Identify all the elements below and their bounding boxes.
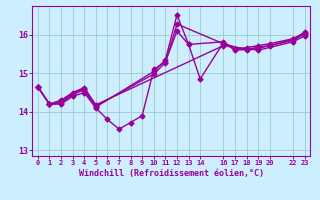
X-axis label: Windchill (Refroidissement éolien,°C): Windchill (Refroidissement éolien,°C): [79, 169, 264, 178]
